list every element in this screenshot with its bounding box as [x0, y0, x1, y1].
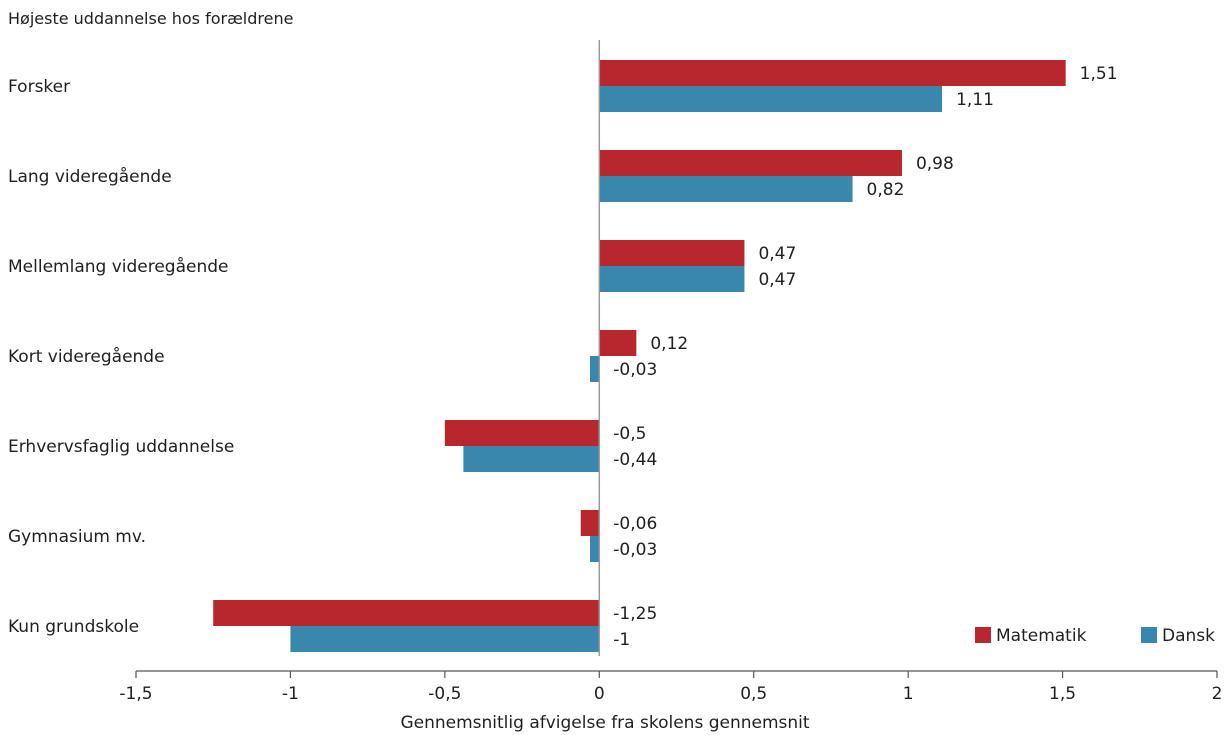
- legend-label-matematik: Matematik: [996, 626, 1087, 646]
- bar-matematik-mellemlang-videreg-ende: [599, 240, 745, 266]
- legend-label-dansk: Dansk: [1162, 626, 1215, 646]
- value-label-matematik-kun-grundskole: -1,25: [613, 604, 657, 624]
- bar-matematik-kun-grundskole: [213, 600, 600, 626]
- x-tick-label: 0: [594, 684, 605, 704]
- x-tick-label: -1,5: [119, 684, 152, 704]
- bar-matematik-forsker: [599, 60, 1066, 86]
- bar-matematik-kort-videreg-ende: [599, 330, 637, 356]
- x-tick-label: 1: [903, 684, 914, 704]
- value-label-dansk-kort-videreg-ende: -0,03: [613, 360, 657, 380]
- bar-matematik-gymnasium-mv: [580, 510, 600, 536]
- x-tick-label: -1: [282, 684, 299, 704]
- legend-swatch-matematik: [975, 627, 991, 643]
- value-label-matematik-forsker: 1,51: [1080, 64, 1118, 84]
- value-label-matematik-erhvervsfaglig-uddannelse: -0,5: [613, 424, 646, 444]
- bar-matematik-erhvervsfaglig-uddannelse: [444, 420, 600, 446]
- legend-swatch-dansk: [1141, 627, 1157, 643]
- bar-dansk-mellemlang-videreg-ende: [599, 266, 745, 292]
- x-tick-label: 1,5: [1049, 684, 1076, 704]
- value-label-dansk-erhvervsfaglig-uddannelse: -0,44: [613, 450, 657, 470]
- x-tick-label: 2: [1212, 684, 1223, 704]
- category-label-gymnasium-mv: Gymnasium mv.: [8, 527, 146, 547]
- value-label-dansk-forsker: 1,11: [956, 90, 994, 110]
- bar-dansk-kun-grundskole: [290, 626, 600, 652]
- category-label-mellemlang-videreg-ende: Mellemlang videregående: [8, 256, 229, 277]
- value-label-dansk-gymnasium-mv: -0,03: [613, 540, 657, 560]
- category-label-erhvervsfaglig-uddannelse: Erhvervsfaglig uddannelse: [8, 437, 234, 457]
- value-label-dansk-mellemlang-videreg-ende: 0,47: [758, 270, 796, 290]
- bar-dansk-kort-videreg-ende: [590, 356, 600, 382]
- category-label-forsker: Forsker: [8, 77, 70, 97]
- bar-dansk-forsker: [599, 86, 943, 112]
- bar-dansk-lang-videreg-ende: [599, 176, 853, 202]
- category-label-lang-videreg-ende: Lang videregående: [8, 166, 172, 187]
- category-label-kun-grundskole: Kun grundskole: [8, 617, 139, 637]
- chart-title: Højeste uddannelse hos forældrene: [8, 9, 293, 28]
- value-label-matematik-mellemlang-videreg-ende: 0,47: [758, 244, 796, 264]
- value-label-matematik-gymnasium-mv: -0,06: [613, 514, 657, 534]
- bar-matematik-lang-videreg-ende: [599, 150, 902, 176]
- value-label-dansk-lang-videreg-ende: 0,82: [867, 180, 905, 200]
- x-tick-label: -0,5: [428, 684, 461, 704]
- value-label-matematik-lang-videreg-ende: 0,98: [916, 154, 954, 174]
- x-tick-label: 0,5: [740, 684, 767, 704]
- bar-dansk-erhvervsfaglig-uddannelse: [463, 446, 600, 472]
- value-label-dansk-kun-grundskole: -1: [613, 630, 630, 650]
- category-label-kort-videreg-ende: Kort videregående: [8, 346, 165, 367]
- bar-dansk-gymnasium-mv: [590, 536, 600, 562]
- value-label-matematik-kort-videreg-ende: 0,12: [650, 334, 688, 354]
- x-axis-label: Gennemsnitlig afvigelse fra skolens genn…: [400, 713, 809, 733]
